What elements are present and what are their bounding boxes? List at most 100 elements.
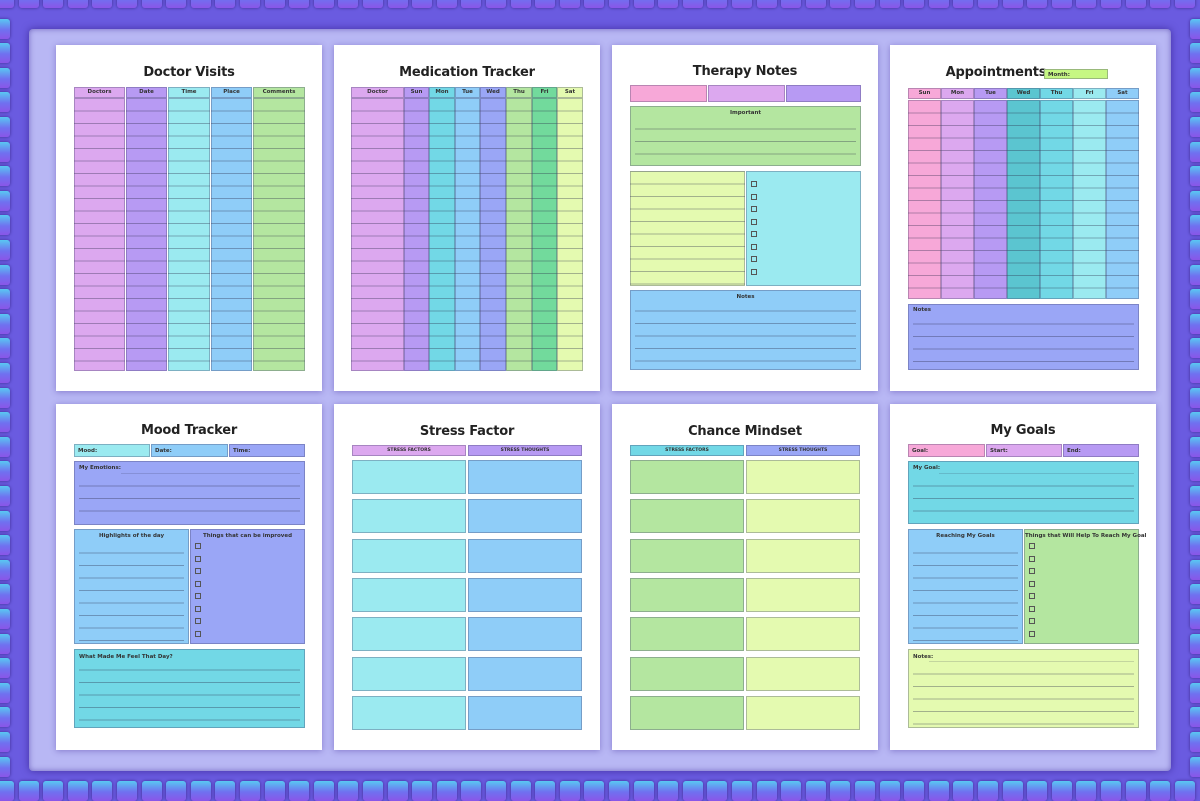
checkbox[interactable]: [1029, 631, 1035, 637]
sat-column[interactable]: [557, 98, 583, 371]
day-header: Wed: [1007, 88, 1040, 99]
checkbox[interactable]: [195, 556, 201, 562]
thought-box[interactable]: [746, 538, 860, 573]
thu-column[interactable]: [1040, 100, 1073, 299]
improve-section[interactable]: Things that can be improved: [190, 529, 305, 644]
border-tile: [1003, 781, 1023, 801]
thought-box[interactable]: [746, 460, 860, 494]
checkbox[interactable]: [1029, 606, 1035, 612]
checkbox[interactable]: [195, 618, 201, 624]
thought-box[interactable]: [468, 695, 582, 730]
mon-column[interactable]: [941, 100, 974, 299]
checkbox[interactable]: [1029, 568, 1035, 574]
checkbox[interactable]: [751, 181, 757, 187]
thought-box[interactable]: [746, 695, 860, 730]
place-column[interactable]: [211, 98, 252, 371]
checkbox[interactable]: [195, 593, 201, 599]
my-goal-section[interactable]: My Goal:: [908, 461, 1139, 524]
factor-box[interactable]: [630, 577, 744, 612]
factor-box[interactable]: [352, 538, 466, 573]
thought-box[interactable]: [746, 617, 860, 652]
checkbox[interactable]: [1029, 618, 1035, 624]
factor-box[interactable]: [352, 695, 466, 730]
doctor-column[interactable]: [351, 98, 404, 371]
checkbox[interactable]: [751, 206, 757, 212]
date-field[interactable]: Date:: [151, 444, 228, 457]
wed-column[interactable]: [480, 98, 506, 371]
checkbox[interactable]: [751, 231, 757, 237]
thought-box[interactable]: [468, 577, 582, 612]
factor-box[interactable]: [352, 499, 466, 534]
thu-column[interactable]: [506, 98, 532, 371]
start-field[interactable]: Start:: [986, 444, 1062, 457]
factor-box[interactable]: [352, 577, 466, 612]
checkbox[interactable]: [751, 219, 757, 225]
border-tile: [461, 781, 481, 801]
thought-box[interactable]: [746, 577, 860, 612]
end-field[interactable]: End:: [1063, 444, 1139, 457]
thought-box[interactable]: [468, 499, 582, 534]
highlights-section[interactable]: Highlights of the day: [74, 529, 189, 644]
important-section[interactable]: Important: [630, 106, 861, 166]
time-column[interactable]: [168, 98, 210, 371]
checkbox[interactable]: [751, 256, 757, 262]
checkbox[interactable]: [751, 194, 757, 200]
factor-box[interactable]: [630, 538, 744, 573]
factor-box[interactable]: [352, 656, 466, 691]
border-tile: [314, 0, 334, 8]
header-field[interactable]: [708, 85, 785, 102]
goal-field[interactable]: Goal:: [908, 444, 985, 457]
checkbox[interactable]: [195, 543, 201, 549]
factor-box[interactable]: [630, 695, 744, 730]
sun-column[interactable]: [908, 100, 941, 299]
notes-section[interactable]: Notes: [908, 304, 1139, 370]
header-field[interactable]: [630, 85, 707, 102]
fri-column[interactable]: [1073, 100, 1106, 299]
wed-column[interactable]: [1007, 100, 1040, 299]
left-notes-box[interactable]: [630, 171, 745, 286]
thought-box[interactable]: [468, 656, 582, 691]
checkbox[interactable]: [1029, 593, 1035, 599]
border-tile: [412, 0, 432, 8]
date-column[interactable]: [126, 98, 167, 371]
checkbox[interactable]: [1029, 556, 1035, 562]
notes-section[interactable]: Notes: [630, 290, 861, 370]
checkbox[interactable]: [1029, 543, 1035, 549]
reaching-section[interactable]: Reaching My Goals: [908, 529, 1023, 644]
factor-box[interactable]: [630, 656, 744, 691]
tue-column[interactable]: [974, 100, 1007, 299]
checklist-box[interactable]: [746, 171, 861, 286]
thought-box[interactable]: [468, 538, 582, 573]
checkbox[interactable]: [1029, 581, 1035, 587]
checkbox[interactable]: [195, 631, 201, 637]
checkbox[interactable]: [751, 244, 757, 250]
notes-section[interactable]: Notes:: [908, 649, 1139, 728]
checkbox[interactable]: [195, 581, 201, 587]
header-field[interactable]: [786, 85, 861, 102]
factor-box[interactable]: [630, 460, 744, 494]
feel-section[interactable]: What Made Me Feel That Day?: [74, 649, 305, 728]
factor-box[interactable]: [352, 460, 466, 494]
comments-column[interactable]: [253, 98, 305, 371]
fri-column[interactable]: [532, 98, 557, 371]
factor-box[interactable]: [630, 617, 744, 652]
factor-box[interactable]: [352, 617, 466, 652]
thought-box[interactable]: [746, 656, 860, 691]
factor-box[interactable]: [630, 499, 744, 534]
checkbox[interactable]: [195, 606, 201, 612]
tue-column[interactable]: [455, 98, 480, 371]
emotions-section[interactable]: My Emotions:: [74, 461, 305, 525]
checkbox[interactable]: [195, 568, 201, 574]
sun-column[interactable]: [404, 98, 429, 371]
help-section[interactable]: Things that Will Help To Reach My Goal: [1024, 529, 1146, 644]
mood-field[interactable]: Mood:: [74, 444, 150, 457]
thought-box[interactable]: [746, 499, 860, 534]
thought-box[interactable]: [468, 617, 582, 652]
checkbox[interactable]: [751, 269, 757, 275]
doctors-column[interactable]: [74, 98, 125, 371]
thought-box[interactable]: [468, 460, 582, 494]
month-field[interactable]: Month:: [1044, 69, 1108, 79]
time-field[interactable]: Time:: [229, 444, 305, 457]
sat-column[interactable]: [1106, 100, 1139, 299]
mon-column[interactable]: [429, 98, 455, 371]
